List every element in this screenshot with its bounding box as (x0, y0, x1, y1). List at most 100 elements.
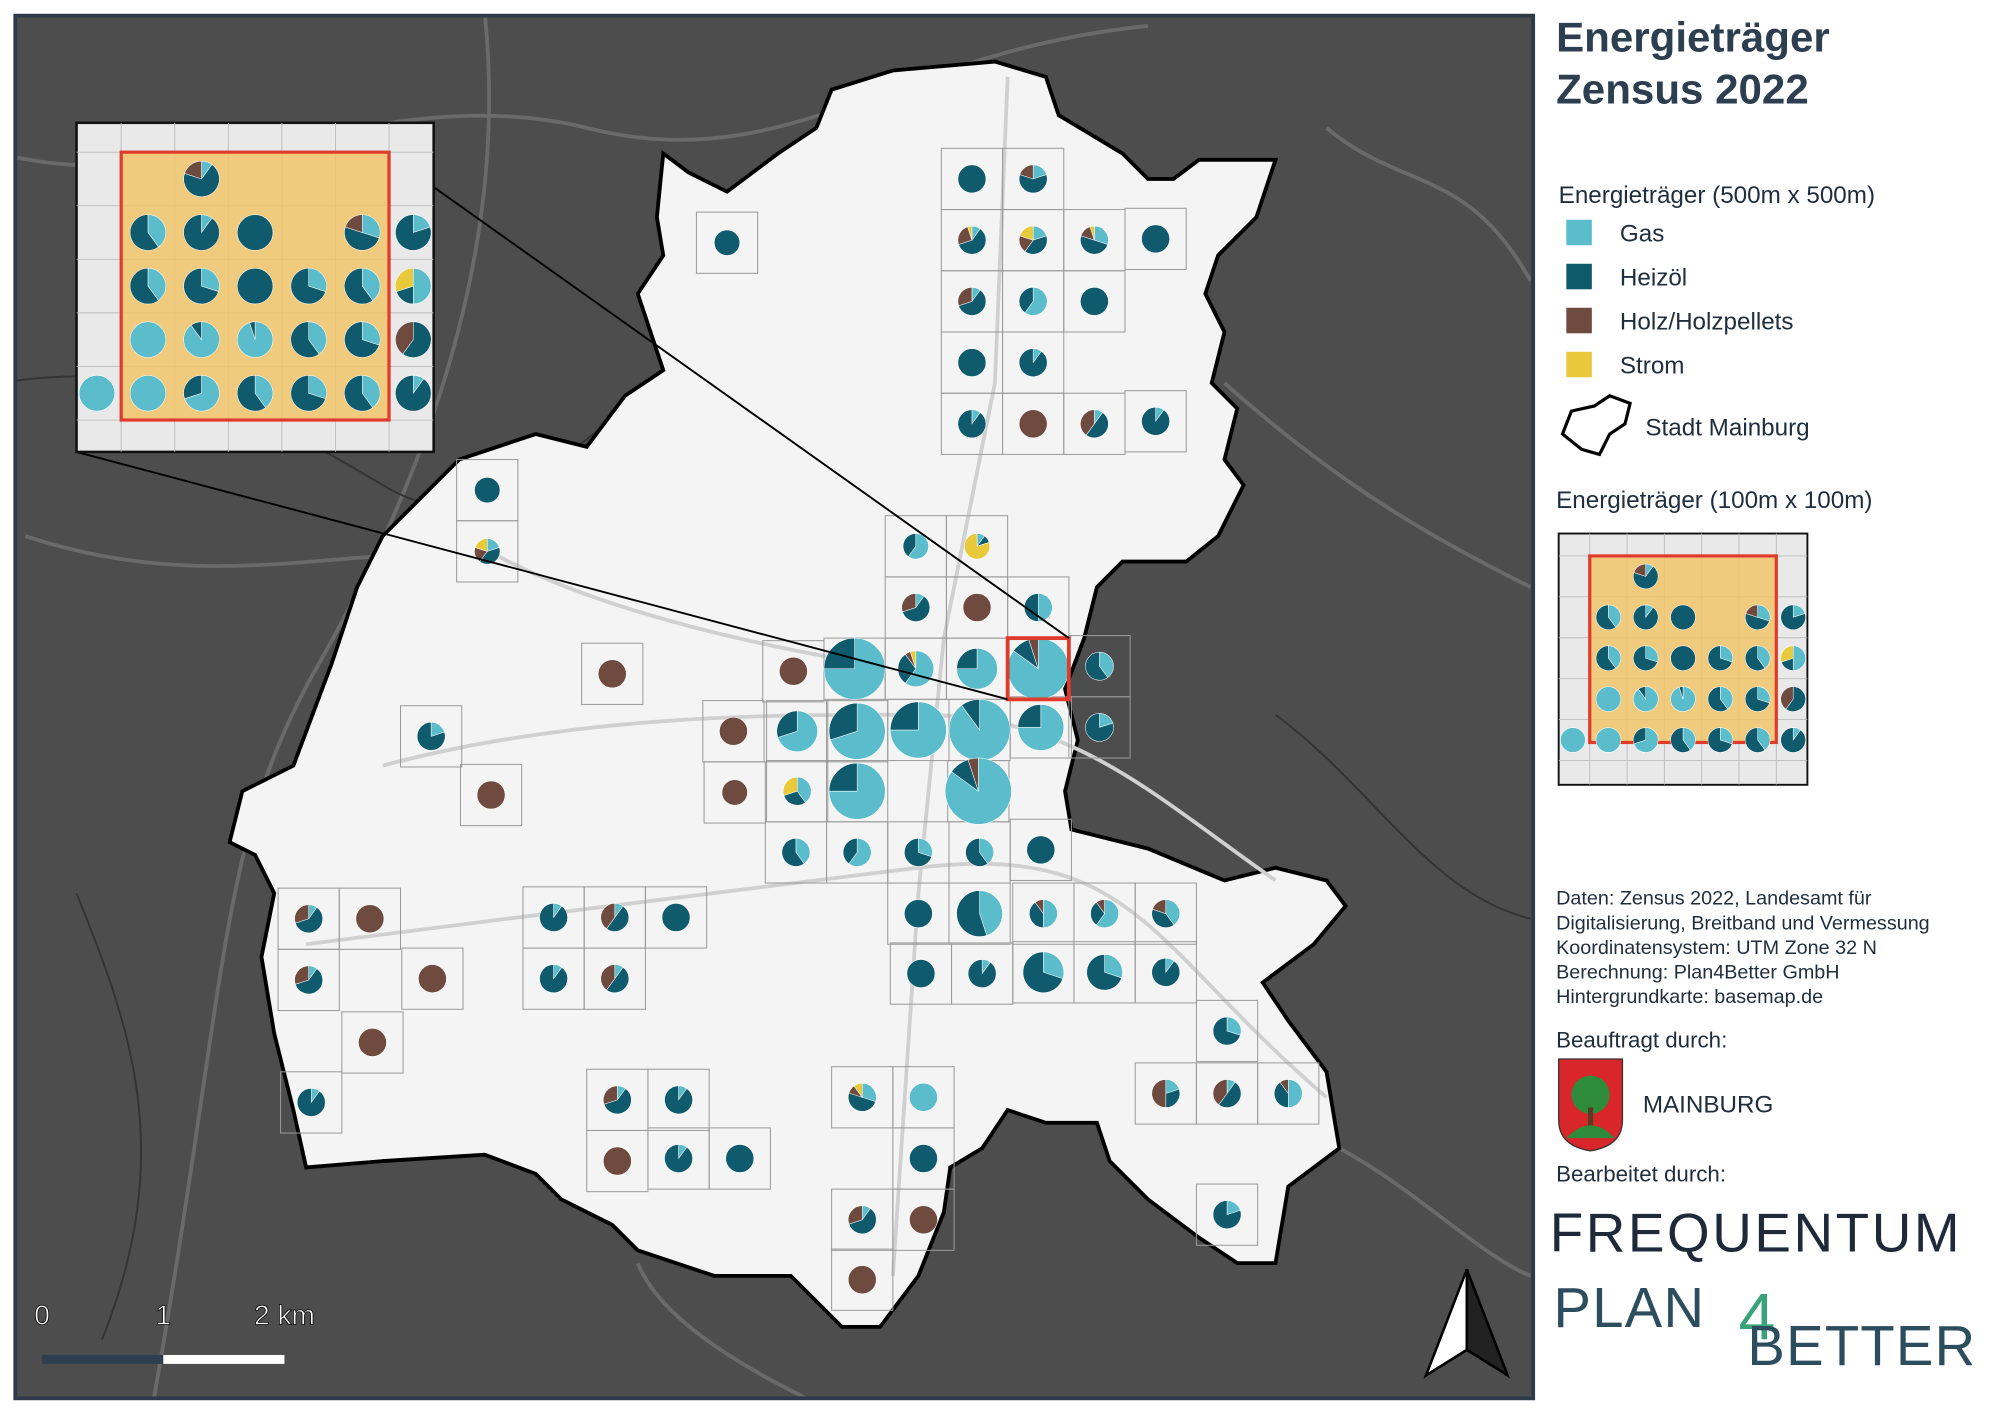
pie-sector (1780, 604, 1806, 630)
pie-sector (184, 160, 202, 180)
pie-sector (909, 650, 917, 669)
pie-sector (344, 375, 374, 412)
pie-sector (190, 321, 202, 341)
grid-cell (1134, 941, 1197, 1004)
pie-sector (979, 838, 994, 865)
grid-cell (583, 947, 646, 1010)
legend-swatch (1566, 219, 1592, 246)
pie-sector (290, 321, 320, 358)
title: Zensus 2022 (1556, 66, 1809, 113)
logo-plan: PLAN (1554, 1276, 1706, 1339)
pie-sector (1212, 1016, 1241, 1046)
pie-sector (1780, 686, 1794, 710)
pie-sector (853, 1083, 863, 1099)
pie-sector (904, 899, 933, 928)
pie-sector (1707, 645, 1733, 671)
pie-sector (902, 533, 917, 557)
logo-better: BETTER (1747, 1314, 1976, 1377)
grid-cell (401, 947, 464, 1010)
pie-sector (1720, 686, 1734, 710)
grid-cell (708, 1127, 771, 1190)
pie-sector (129, 375, 167, 412)
pie-sector (600, 964, 616, 991)
grid-cell (766, 700, 829, 763)
pie-sector (828, 702, 858, 741)
grid-cell (695, 211, 759, 274)
pie-sector (603, 1088, 632, 1115)
pie-sector (848, 1092, 876, 1112)
pie-sector (1017, 704, 1064, 751)
pie-sector (901, 593, 917, 613)
pie-sector (1151, 958, 1181, 987)
north-arrow (1423, 1269, 1511, 1379)
pie-sector (1165, 899, 1181, 926)
pie-sector (664, 1085, 693, 1115)
pie-sector (474, 538, 488, 552)
pie-sector (1744, 686, 1770, 712)
pie-sector (183, 267, 219, 305)
grid-cell (280, 1071, 343, 1134)
credit-line: Digitalisierung, Breitband und Vermessun… (1556, 912, 1930, 934)
pie-sector (795, 838, 811, 865)
pie-sector (842, 838, 858, 865)
grid-cell (1124, 390, 1187, 453)
pie-sector (1595, 645, 1617, 671)
pie-sector (1151, 908, 1175, 928)
grid-cell (892, 1188, 955, 1251)
pie-sector (1682, 727, 1696, 751)
pie-sector (1152, 899, 1167, 914)
pie-sector (902, 595, 931, 622)
legend-swatch (1566, 307, 1592, 334)
pie-sector (344, 321, 380, 358)
pie-sector (1019, 225, 1034, 241)
pie-sector (308, 267, 327, 292)
pie-sector (909, 1144, 938, 1173)
pie-sector (964, 533, 991, 560)
pie-sector (1218, 1081, 1242, 1108)
pie-sector (1022, 951, 1064, 993)
legend-label: Strom (1620, 352, 1685, 379)
pie-sector (719, 716, 748, 746)
pie-sector (823, 637, 886, 700)
grid-cells (277, 147, 1320, 1311)
scale-label: 2 km (254, 1299, 315, 1330)
pie-sector (1745, 604, 1758, 618)
pie-sector (1212, 1079, 1228, 1106)
pie-sector (1029, 901, 1044, 928)
pie-sector (1560, 727, 1586, 753)
pie-sector (1633, 565, 1659, 590)
logo-four: 4 (1739, 1281, 1776, 1355)
pie-sector (606, 905, 630, 932)
pie-sector (1017, 704, 1042, 728)
pie-sector (957, 409, 987, 439)
pie-sector (78, 375, 116, 412)
pie-sector (1744, 727, 1766, 753)
pie-sector (664, 1144, 693, 1173)
pie-sector (796, 776, 812, 803)
pie-sector (1104, 954, 1123, 979)
grid-cell (831, 1248, 894, 1311)
edited-label: Bearbeitet durch: (1556, 1161, 1726, 1186)
grid-cell (948, 882, 1011, 945)
pie-sector (907, 533, 929, 560)
pie-sector (344, 214, 363, 233)
legend-panel: Energieträger Zensus 2022 Energieträger … (1550, 13, 1976, 1377)
pie-sector (956, 648, 998, 690)
pie-sector (958, 228, 987, 255)
grid-cell (400, 705, 463, 768)
pie-sector (1780, 645, 1794, 663)
pie-sector (1024, 235, 1048, 255)
pie-sector (147, 214, 167, 248)
pie-sector (344, 267, 374, 305)
pie-sector (1274, 1081, 1289, 1108)
pie-sector (823, 637, 855, 669)
pie-sector (1018, 409, 1048, 439)
pie-sector (1018, 287, 1034, 314)
grid-cell (341, 1011, 404, 1074)
pie-sector (958, 289, 987, 316)
pie-sector (395, 267, 414, 292)
pie-sector (961, 699, 980, 731)
pie-sector (1633, 727, 1646, 745)
pie-sector (918, 838, 933, 858)
